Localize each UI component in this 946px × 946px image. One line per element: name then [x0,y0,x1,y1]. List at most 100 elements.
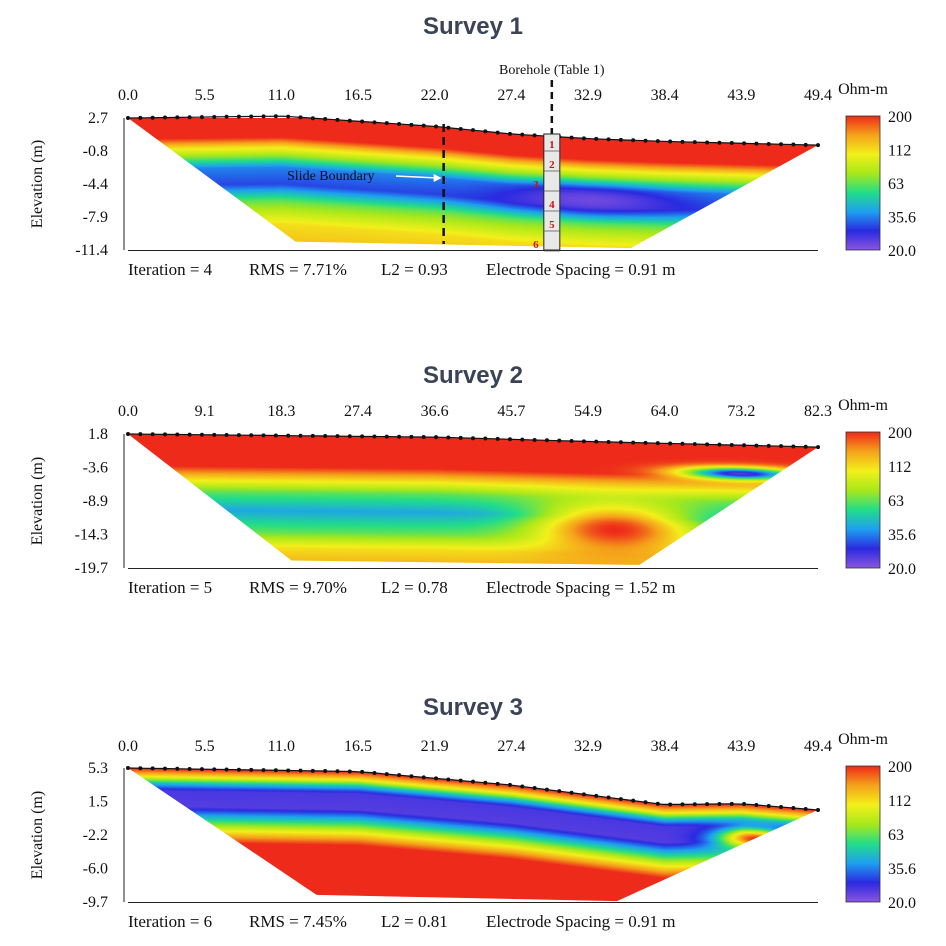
electrode-marker [692,140,697,145]
electrode-marker [384,434,389,439]
x-tick-label: 0.0 [118,738,138,755]
electrode-marker [384,121,389,126]
x-tick-label: 22.0 [421,87,449,104]
electrode-marker [372,770,377,775]
y-tick-label: -19.7 [75,560,108,577]
electrode-marker [162,432,167,437]
electrode-marker [335,434,340,439]
electrode-spacing-label: Electrode Spacing = 1.52 m [486,578,675,597]
electrode-marker [680,139,685,144]
electrode-marker [507,437,512,442]
electrode-marker [754,141,759,146]
electrode-marker [766,443,771,448]
electrode-marker [532,133,537,138]
electrode-marker [791,444,796,449]
x-tick-label: 18.3 [267,403,295,420]
electrode-marker [224,767,229,772]
electrode-marker [779,804,784,809]
electrode-marker [175,115,180,120]
electrode-marker [668,802,673,807]
l2-label: L2 = 0.81 [381,912,448,931]
electrode-marker [187,432,192,437]
y-tick-label: -3.6 [83,460,108,477]
electrode-marker [446,125,451,130]
electrode-marker [421,775,426,780]
electrode-marker [717,801,722,806]
electrode-marker [434,435,439,440]
colorbar-label: 112 [888,793,911,810]
electrode-marker [668,139,673,144]
electrode-marker [150,432,155,437]
electrode-marker [286,114,291,119]
colorbar-label: 63 [888,176,904,193]
x-tick-label: 64.0 [651,403,679,420]
electrode-marker [692,802,697,807]
y-axis-label: Elevation (m) [29,140,46,228]
x-tick-label: 11.0 [268,738,295,755]
x-tick-label: 73.2 [727,403,755,420]
electrode-marker [249,767,254,772]
borehole-column [543,133,561,251]
colorbar [845,431,881,569]
x-tick-label: 32.9 [574,738,602,755]
colorbar-label: 112 [888,459,911,476]
electrode-marker [126,432,130,436]
electrode-marker [236,767,241,772]
x-tick-label: 49.4 [804,738,832,755]
survey-title: Survey 1 [423,13,523,40]
slide-boundary-arrowhead [433,174,442,182]
electrode-marker [471,779,475,784]
resistivity-section [128,768,818,902]
electrode-marker [581,439,586,444]
electrode-marker [199,767,204,772]
electrode-marker [347,434,352,439]
electrode-marker [458,435,463,440]
electrode-marker [372,434,377,439]
electrode-marker [261,433,266,438]
electrode-marker [643,138,648,143]
y-tick-label: 1.5 [88,794,108,811]
electrode-marker [618,440,623,445]
electrode-marker [729,442,734,447]
electrode-marker [212,432,217,437]
electrode-marker [729,141,734,146]
electrode-marker [495,130,500,135]
electrode-marker [347,118,352,123]
electrode-marker [162,766,167,771]
survey-panel-2: Survey 2 0.0 9.1 18.3 27.4 36.6 45.7 54.9 64.0 73… [29,362,916,597]
electrode-marker [729,801,734,806]
electrode-marker [766,803,771,808]
colorbar-label: 200 [888,109,912,126]
borehole-layer-number: 4 [549,199,555,211]
x-tick-label: 54.9 [574,403,602,420]
electrode-marker [249,433,254,438]
electrode-marker [126,766,130,770]
electrode-marker [150,766,155,771]
electrode-marker [705,802,710,807]
electrode-marker [680,802,685,807]
electrode-marker [458,778,463,783]
y-tick-label: 5.3 [88,760,108,777]
x-tick-label: 27.4 [344,403,372,420]
electrode-marker [742,141,747,146]
electrode-marker [618,797,623,802]
y-tick-label: -6.0 [83,861,108,878]
colorbar-label: 35.6 [888,527,916,544]
electrode-marker [434,124,439,129]
electrode-marker [199,115,204,120]
resistivity-section [128,118,818,249]
electrode-marker [138,766,143,771]
electrode-marker [384,772,389,777]
electrode-marker [816,445,820,450]
electrode-marker [261,114,266,119]
electrode-marker [569,439,574,444]
x-tick-label: 45.7 [497,403,525,420]
electrode-marker [692,442,697,447]
colorbar-unit: Ohm-m [838,81,888,98]
x-tick-label: 0.0 [118,87,138,104]
colorbar-label: 112 [888,143,911,160]
electrode-marker [680,441,685,446]
electrode-marker [779,142,784,147]
electrode-marker [705,140,710,145]
electrode-marker [544,438,549,443]
